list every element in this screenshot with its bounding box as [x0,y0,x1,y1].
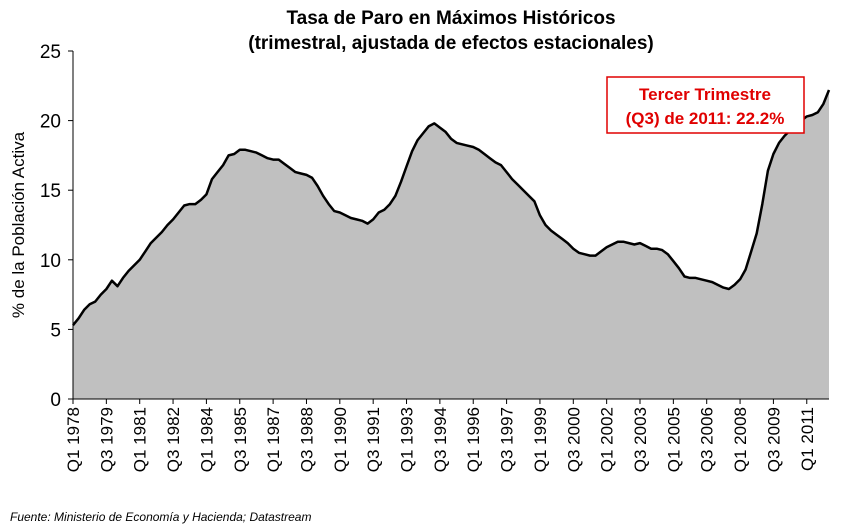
y-tick-label: 0 [50,390,61,411]
x-tick-label: Q1 1981 [131,407,150,472]
y-tick-label: 10 [40,251,61,272]
chart-subtitle: (trimestral, ajustada de efectos estacio… [248,33,654,54]
annotation-line-2: (Q3) de 2011: 22.2% [626,109,785,128]
x-tick-label: Q3 1982 [164,407,183,472]
x-tick-label: Q3 2000 [564,407,583,472]
y-tick-label: 5 [50,320,61,341]
x-tick-label: Q1 1993 [398,407,417,472]
x-tick-label: Q3 2003 [631,407,650,472]
unemployment-area [73,90,829,399]
annotation-line-1: Tercer Trimestre [639,85,771,104]
x-tick-label: Q1 1990 [331,407,350,472]
x-tick-label: Q3 2006 [698,407,717,472]
y-tick-label: 15 [40,181,61,202]
x-tick-label: Q1 1987 [264,407,283,472]
plot-area [72,51,831,400]
x-tick-label: Q1 1984 [197,407,216,472]
x-tick-label: Q1 1999 [531,407,550,472]
x-axis-ticks: Q1 1978 Q3 1979 Q1 1981 Q3 1982 Q1 1984 Q3 19… [64,399,817,472]
y-tick-label: 20 [40,112,61,133]
x-tick-label: Q1 1996 [464,407,483,472]
x-tick-label: Q3 1985 [231,407,250,472]
x-tick-label: Q1 2002 [598,407,617,472]
x-tick-label: Q3 1997 [498,407,517,472]
y-axis-ticks: 0 5 10 15 20 25 [40,42,73,411]
x-tick-label: Q3 2009 [764,407,783,472]
x-tick-label: Q1 2011 [798,407,817,471]
x-tick-label: Q1 2005 [664,407,683,472]
x-tick-label: Q3 1988 [298,407,317,472]
source-note: Fuente: Ministerio de Economía y Haciend… [10,510,311,524]
chart-title: Tasa de Paro en Máximos Históricos [286,8,615,29]
x-tick-label: Q3 1991 [364,407,383,472]
x-tick-label: Q3 1979 [97,407,116,472]
y-axis-label: % de la Población Activa [9,131,28,318]
x-tick-label: Q3 1994 [431,407,450,472]
x-tick-label: Q1 1978 [64,407,83,472]
y-tick-label: 25 [40,42,61,63]
annotation-box: Tercer Trimestre (Q3) de 2011: 22.2% [606,76,805,134]
x-tick-label: Q1 2008 [731,407,750,472]
unemployment-line [72,89,831,326]
